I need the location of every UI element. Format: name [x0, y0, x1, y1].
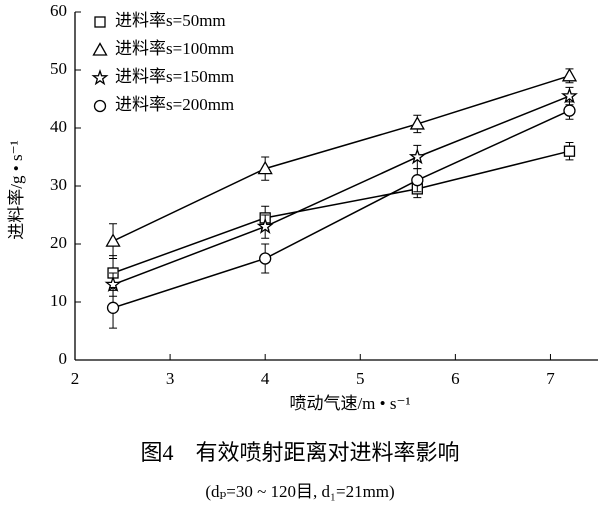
y-tick-label: 50	[50, 59, 67, 78]
x-tick-label: 4	[261, 369, 270, 388]
marker	[93, 99, 107, 113]
y-tick-label: 60	[50, 1, 67, 20]
series-line	[112, 95, 570, 286]
series-line	[112, 150, 570, 274]
series-line	[112, 75, 570, 242]
marker	[409, 116, 425, 130]
marker	[106, 301, 120, 314]
marker	[408, 148, 426, 165]
marker	[560, 87, 578, 104]
marker	[94, 16, 106, 28]
y-axis-label: 进料率/g • s⁻¹	[7, 140, 26, 239]
x-tick-label: 3	[166, 369, 175, 388]
subcaption: (dₚ=30 ~ 120目, d₁=21mm)	[205, 482, 394, 501]
y-tick-label: 0	[59, 349, 68, 368]
marker	[91, 68, 109, 86]
marker	[259, 252, 272, 265]
legend-label: 进料率s=150mm	[115, 67, 234, 86]
x-tick-label: 7	[546, 369, 555, 388]
x-tick-label: 5	[356, 369, 365, 388]
x-tick-label: 6	[451, 369, 460, 388]
marker	[256, 217, 274, 234]
y-tick-label: 20	[50, 233, 67, 252]
series-line	[112, 109, 570, 309]
marker	[563, 104, 576, 117]
marker	[411, 174, 424, 187]
marker	[257, 160, 273, 175]
y-tick-label: 30	[50, 175, 67, 194]
marker	[105, 233, 121, 247]
legend-label: 进料率s=100mm	[115, 39, 234, 58]
x-axis-label: 喷动气速/m • s⁻¹	[289, 394, 410, 413]
marker	[563, 145, 576, 157]
caption: 图4 有效喷射距离对进料率影响	[140, 440, 459, 465]
legend-label: 进料率s=200mm	[115, 95, 234, 114]
y-tick-label: 10	[50, 291, 67, 310]
y-tick-label: 40	[50, 117, 67, 136]
legend-label: 进料率s=50mm	[115, 11, 226, 30]
x-tick-label: 2	[71, 369, 80, 388]
marker	[92, 42, 108, 56]
marker	[561, 67, 578, 82]
